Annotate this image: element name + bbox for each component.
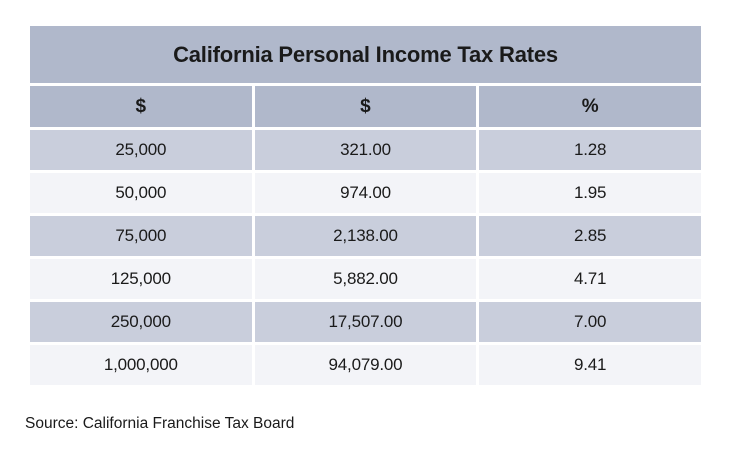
table-cell: 974.00 (254, 173, 477, 213)
table-cell: 125,000 (30, 259, 252, 299)
table-row: 125,000 5,882.00 4.71 (30, 259, 701, 299)
table-cell: 94,079.00 (254, 345, 477, 385)
table-cell: 1.28 (479, 130, 701, 170)
table-cell: 25,000 (30, 130, 252, 170)
table-cell: 1,000,000 (30, 345, 252, 385)
table-cell: 17,507.00 (254, 302, 477, 342)
header-row: $ $ % (30, 86, 701, 127)
table-cell: 2,138.00 (254, 216, 477, 256)
column-header-rate-percent: % (479, 86, 701, 127)
table-row: 250,000 17,507.00 7.00 (30, 302, 701, 342)
table-cell: 75,000 (30, 216, 252, 256)
table-cell: 4.71 (479, 259, 701, 299)
table-cell: 7.00 (479, 302, 701, 342)
table-cell: 250,000 (30, 302, 252, 342)
column-header-income-dollars: $ (30, 86, 252, 127)
table-cell: 5,882.00 (254, 259, 477, 299)
table-cell: 9.41 (479, 345, 701, 385)
column-header-tax-dollars: $ (254, 86, 477, 127)
table-cell: 50,000 (30, 173, 252, 213)
table-row: 1,000,000 94,079.00 9.41 (30, 345, 701, 385)
table-title: California Personal Income Tax Rates (30, 26, 701, 83)
tax-rates-table: California Personal Income Tax Rates $ $… (27, 23, 704, 388)
table-row: 50,000 974.00 1.95 (30, 173, 701, 213)
source-attribution: Source: California Franchise Tax Board (25, 415, 295, 432)
table-row: 75,000 2,138.00 2.85 (30, 216, 701, 256)
table-cell: 321.00 (254, 130, 477, 170)
table-row: 25,000 321.00 1.28 (30, 130, 701, 170)
table-cell: 1.95 (479, 173, 701, 213)
title-row: California Personal Income Tax Rates (30, 26, 701, 83)
table-cell: 2.85 (479, 216, 701, 256)
